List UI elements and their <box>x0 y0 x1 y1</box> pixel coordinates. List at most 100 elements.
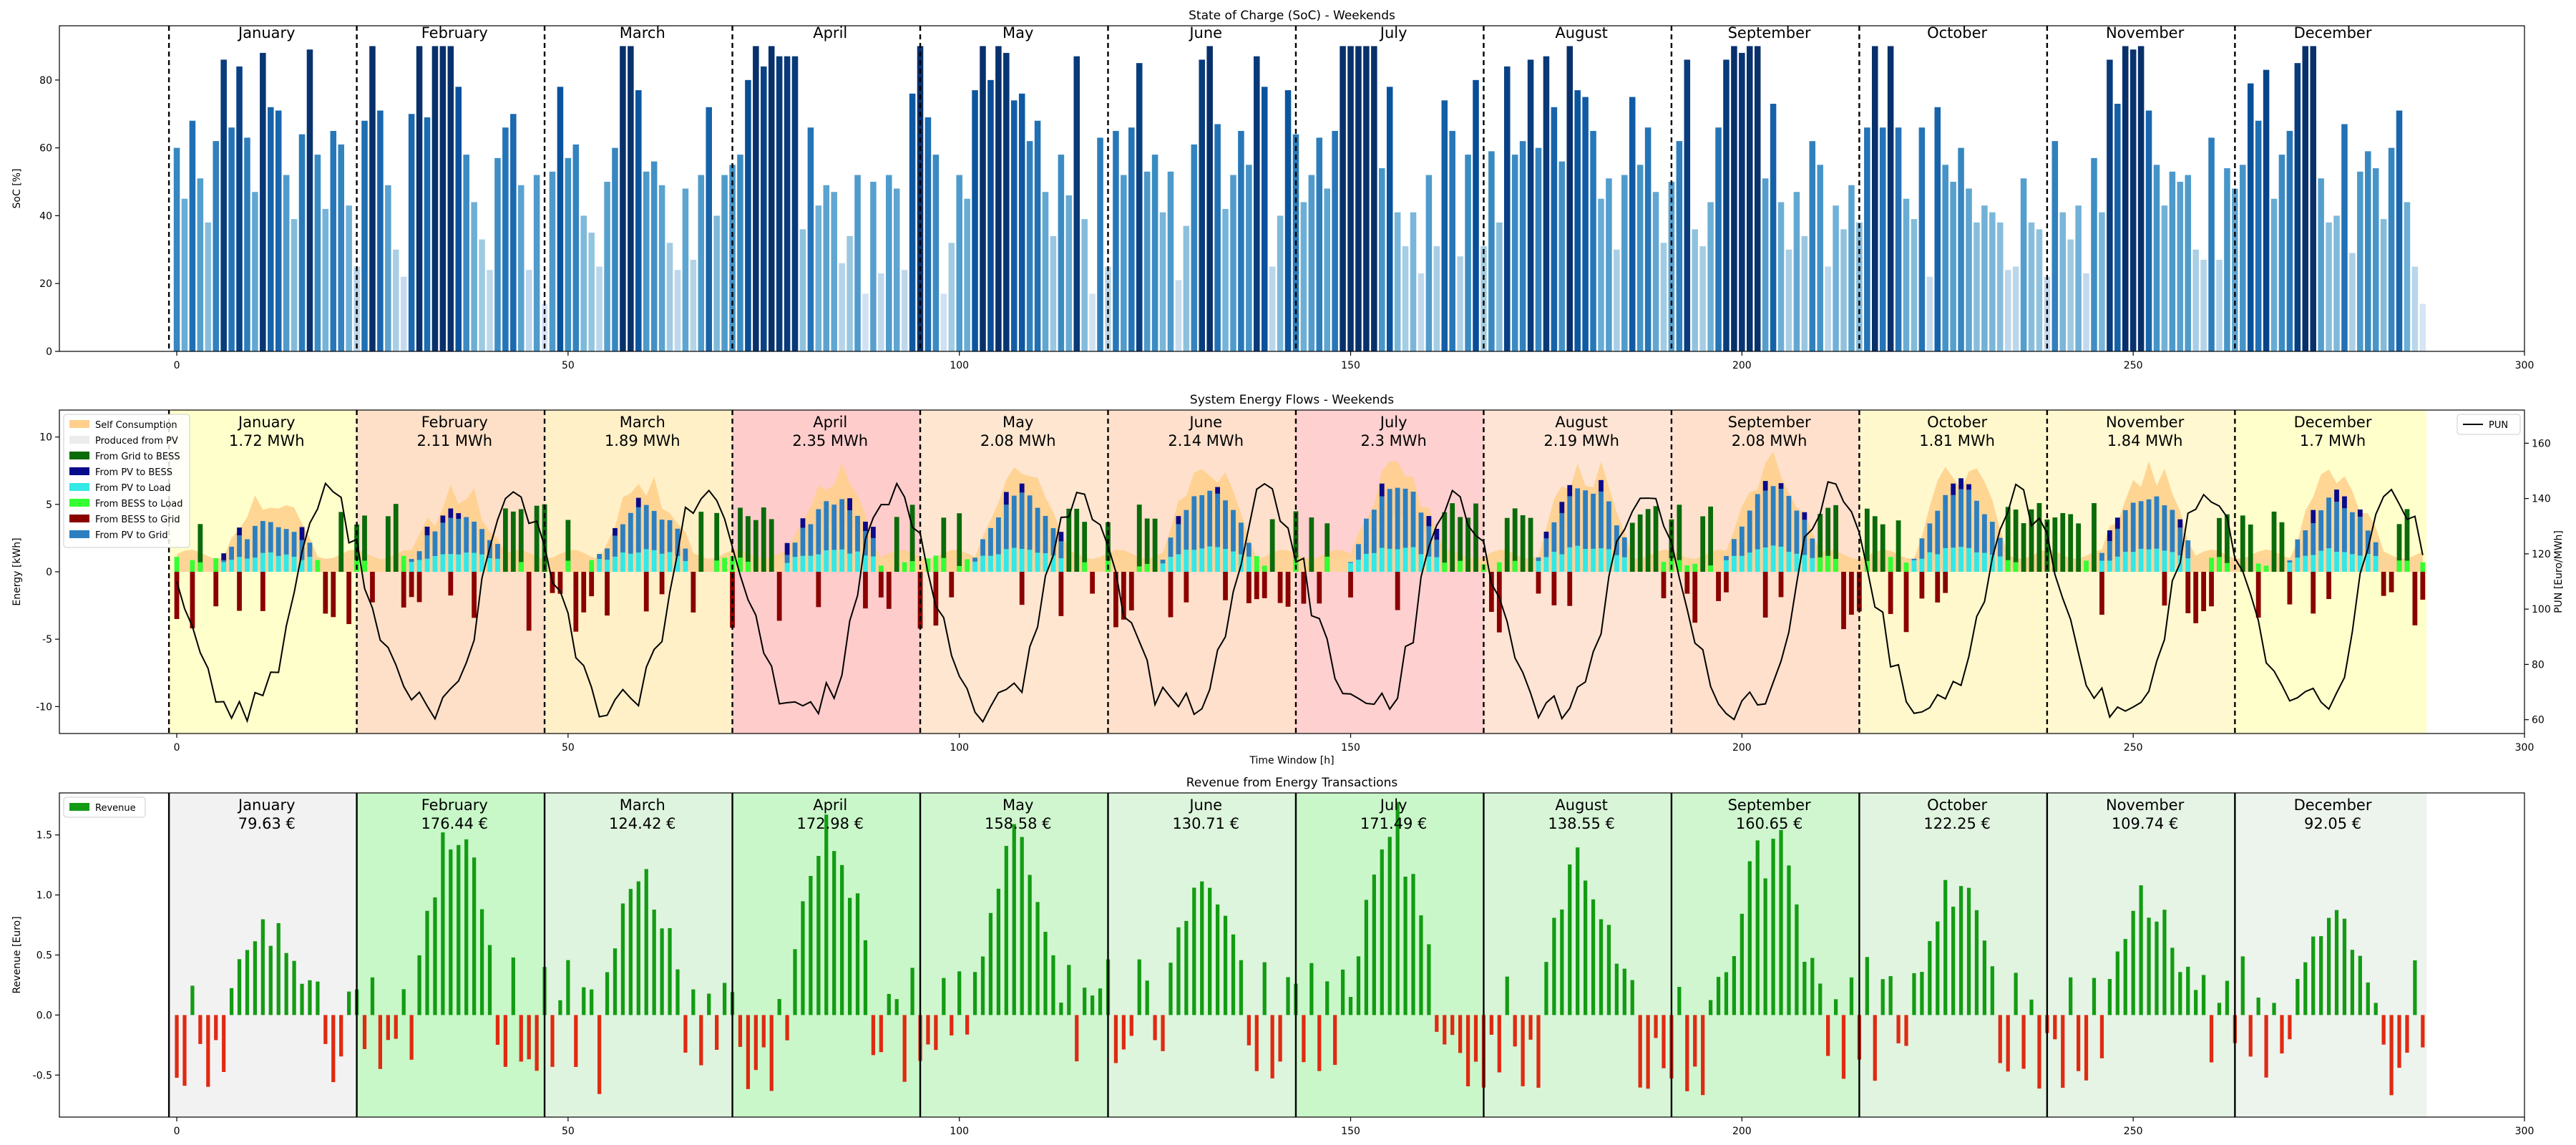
energy-y-axis-label: Energy [kWh] <box>11 537 23 605</box>
revenue-positive-bar <box>1599 919 1604 1015</box>
pv-to-grid-bar <box>667 520 673 552</box>
pv-to-load-bar <box>643 549 649 572</box>
soc-bar <box>658 185 665 351</box>
soc-bar <box>823 185 830 351</box>
soc-bar <box>2185 175 2191 351</box>
pv-to-load-bar <box>283 554 289 572</box>
pv-to-load-bar <box>268 552 273 572</box>
soc-bar <box>2419 303 2426 351</box>
soc-bar <box>197 178 204 351</box>
revenue-positive-bar <box>2069 977 2073 1015</box>
pv-to-load-bar <box>613 556 618 572</box>
revenue-negative-bar <box>761 1015 766 1048</box>
bess-to-grid-bar <box>1888 572 1893 614</box>
soc-bar <box>291 219 298 351</box>
soc-bar <box>1574 90 1581 351</box>
soc-bar <box>2067 239 2074 351</box>
soc-bar <box>604 182 610 351</box>
grid-to-bess-bar <box>1324 523 1330 572</box>
revenue-positive-bar <box>2092 978 2097 1015</box>
pv-to-bess-bar <box>2177 519 2183 528</box>
revenue-negative-bar <box>1075 1015 1079 1062</box>
revenue-negative-bar <box>1693 1015 1697 1067</box>
grid-to-bess-bar <box>746 516 751 572</box>
soc-bar <box>1480 246 1487 351</box>
pv-to-bess-bar <box>2107 530 2112 542</box>
pv-to-grid-bar <box>1591 493 1596 549</box>
bess-to-load-bar <box>941 557 947 572</box>
soc-bar <box>1707 202 1714 351</box>
pv-to-grid-bar <box>1755 494 1760 550</box>
soc-bar <box>2145 110 2152 352</box>
soc-bar <box>690 260 697 351</box>
revenue-negative-bar <box>1458 1015 1463 1053</box>
bess-to-load-bar <box>2005 560 2011 572</box>
bess-to-grid-bar <box>190 572 195 629</box>
soc-bar <box>1527 59 1534 351</box>
soc-bar <box>431 46 439 351</box>
pv-to-load-bar <box>275 555 281 572</box>
bess-to-grid-bar <box>1551 572 1557 605</box>
soc-bar <box>1167 171 1174 351</box>
pv-to-grid-bar <box>855 515 860 552</box>
soc-bar <box>643 171 650 351</box>
soc-bar <box>525 270 532 351</box>
revenue-positive-bar <box>2123 939 2127 1015</box>
pv-to-load-bar <box>253 557 258 572</box>
soc-bar <box>2020 178 2027 351</box>
grid-to-bess-bar <box>2005 507 2011 572</box>
grid-to-bess-bar <box>1450 503 1455 572</box>
soc-bar <box>1958 147 1964 351</box>
revenue-positive-bar <box>479 909 484 1015</box>
revenue-negative-bar <box>362 1015 367 1049</box>
soc-bar <box>791 56 799 351</box>
soc-bar <box>2224 168 2230 351</box>
pv-to-load-bar <box>456 554 462 572</box>
soc-bar <box>1770 104 1777 351</box>
revenue-positive-bar <box>2256 997 2260 1015</box>
pv-to-load-bar <box>2114 556 2120 572</box>
pv-to-grid-bar <box>409 559 414 562</box>
revenue-positive-bar <box>2342 918 2347 1015</box>
month-revenue-total: 172.98 € <box>796 815 864 832</box>
bess-to-grid-bar <box>323 572 328 614</box>
pv-to-load-bar <box>1246 556 1252 572</box>
soc-bar <box>620 46 626 351</box>
month-label: January <box>237 24 296 42</box>
pv-to-load-bar <box>2287 562 2293 572</box>
revenue-negative-bar <box>1435 1015 1439 1032</box>
grid-to-bess-bar <box>941 517 947 572</box>
bess-to-load-bar <box>1442 562 1448 572</box>
pv-to-load-bar <box>1215 547 1220 572</box>
revenue-positive-bar <box>1966 887 1971 1015</box>
pv-to-load-bar <box>1231 551 1236 572</box>
bess-to-load-bar <box>933 555 939 572</box>
revenue-positive-bar <box>910 968 914 1015</box>
y2-tick-label: 140 <box>2532 494 2551 505</box>
soc-bar <box>886 175 892 351</box>
pv-to-grid-bar <box>1919 538 1925 559</box>
revenue-positive-bar <box>668 927 672 1015</box>
revenue-negative-bar <box>1113 1015 1118 1063</box>
revenue-positive-bar <box>1943 880 1948 1015</box>
soc-bar <box>2036 229 2043 351</box>
grid-to-bess-bar <box>502 508 508 572</box>
soc-bar <box>1465 155 1471 351</box>
soc-bar <box>666 243 673 351</box>
soc-bar <box>549 171 556 351</box>
soc-bar <box>2310 46 2316 351</box>
pv-to-bess-bar <box>1176 516 1181 525</box>
bess-to-grid-bar <box>1496 572 1502 633</box>
legend-swatch <box>69 515 89 522</box>
revenue-negative-bar <box>1521 1015 1525 1086</box>
pv-to-bess-bar <box>2342 496 2347 509</box>
pv-to-grid-bar <box>1927 523 1933 552</box>
bess-to-grid-bar <box>776 572 782 621</box>
bess-to-load-bar <box>2255 563 2261 572</box>
pv-to-load-bar <box>2357 555 2363 572</box>
revenue-positive-bar <box>620 903 625 1015</box>
pv-to-grid-bar <box>1231 510 1236 552</box>
soc-bar <box>588 233 595 351</box>
revenue-positive-bar <box>1576 847 1580 1015</box>
revenue-negative-bar <box>746 1015 751 1089</box>
